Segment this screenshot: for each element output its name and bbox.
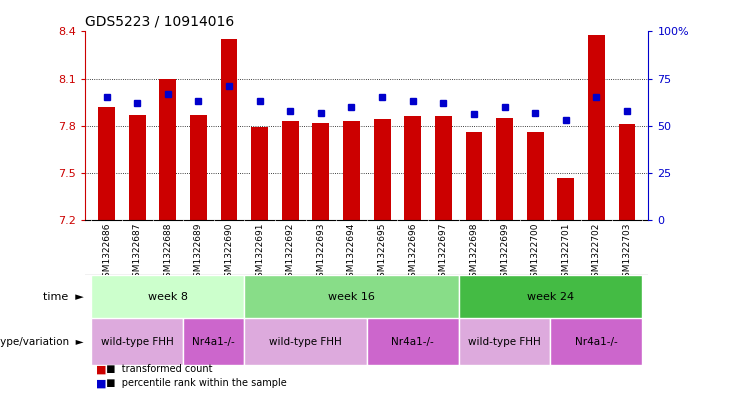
Bar bbox=[465, 132, 482, 220]
Text: GSM1322691: GSM1322691 bbox=[255, 223, 265, 283]
Text: GSM1322687: GSM1322687 bbox=[133, 223, 142, 283]
Text: Nr4a1-/-: Nr4a1-/- bbox=[391, 337, 434, 347]
Text: wild-type FHH: wild-type FHH bbox=[269, 337, 342, 347]
Text: ■  percentile rank within the sample: ■ percentile rank within the sample bbox=[100, 378, 287, 388]
Text: GSM1322693: GSM1322693 bbox=[316, 223, 325, 283]
Text: GSM1322699: GSM1322699 bbox=[500, 223, 509, 283]
Text: GSM1322701: GSM1322701 bbox=[561, 223, 571, 283]
Bar bbox=[588, 35, 605, 220]
Text: GSM1322686: GSM1322686 bbox=[102, 223, 111, 283]
Text: time  ►: time ► bbox=[43, 292, 84, 302]
Bar bbox=[159, 79, 176, 220]
Text: GSM1322697: GSM1322697 bbox=[439, 223, 448, 283]
Text: week 24: week 24 bbox=[527, 292, 574, 302]
Bar bbox=[190, 115, 207, 220]
Text: GSM1322703: GSM1322703 bbox=[622, 223, 631, 283]
Text: wild-type FHH: wild-type FHH bbox=[468, 337, 541, 347]
Text: GSM1322702: GSM1322702 bbox=[592, 223, 601, 283]
Bar bbox=[282, 121, 299, 220]
Text: ■  transformed count: ■ transformed count bbox=[100, 364, 213, 375]
Bar bbox=[551, 318, 642, 365]
Text: GSM1322694: GSM1322694 bbox=[347, 223, 356, 283]
Bar bbox=[129, 115, 146, 220]
Text: week 16: week 16 bbox=[328, 292, 375, 302]
Bar bbox=[343, 121, 360, 220]
Bar bbox=[405, 116, 421, 220]
Bar bbox=[459, 318, 551, 365]
Bar bbox=[251, 127, 268, 220]
Bar bbox=[221, 39, 237, 220]
Text: GSM1322688: GSM1322688 bbox=[163, 223, 173, 283]
Bar bbox=[373, 119, 391, 220]
Text: GSM1322689: GSM1322689 bbox=[194, 223, 203, 283]
Bar bbox=[435, 116, 452, 220]
Text: week 8: week 8 bbox=[148, 292, 188, 302]
Bar bbox=[245, 318, 367, 365]
Bar bbox=[183, 318, 245, 365]
Text: wild-type FHH: wild-type FHH bbox=[101, 337, 173, 347]
Bar bbox=[527, 132, 544, 220]
Text: ■: ■ bbox=[96, 364, 107, 375]
Text: GSM1322696: GSM1322696 bbox=[408, 223, 417, 283]
Bar bbox=[619, 124, 635, 220]
Bar bbox=[91, 275, 245, 318]
Text: GSM1322695: GSM1322695 bbox=[378, 223, 387, 283]
Text: genotype/variation  ►: genotype/variation ► bbox=[0, 337, 84, 347]
Text: GSM1322690: GSM1322690 bbox=[225, 223, 233, 283]
Bar bbox=[245, 275, 459, 318]
Text: Nr4a1-/-: Nr4a1-/- bbox=[575, 337, 618, 347]
Bar bbox=[367, 318, 459, 365]
Bar bbox=[557, 178, 574, 220]
Text: GDS5223 / 10914016: GDS5223 / 10914016 bbox=[85, 15, 234, 29]
Text: GSM1322698: GSM1322698 bbox=[469, 223, 479, 283]
Text: Nr4a1-/-: Nr4a1-/- bbox=[193, 337, 235, 347]
Bar bbox=[496, 118, 513, 220]
Bar bbox=[91, 318, 183, 365]
Bar bbox=[313, 123, 329, 220]
Text: GSM1322692: GSM1322692 bbox=[286, 223, 295, 283]
Text: ■: ■ bbox=[96, 378, 107, 388]
Bar bbox=[459, 275, 642, 318]
Text: GSM1322700: GSM1322700 bbox=[531, 223, 539, 283]
Bar bbox=[99, 107, 115, 220]
